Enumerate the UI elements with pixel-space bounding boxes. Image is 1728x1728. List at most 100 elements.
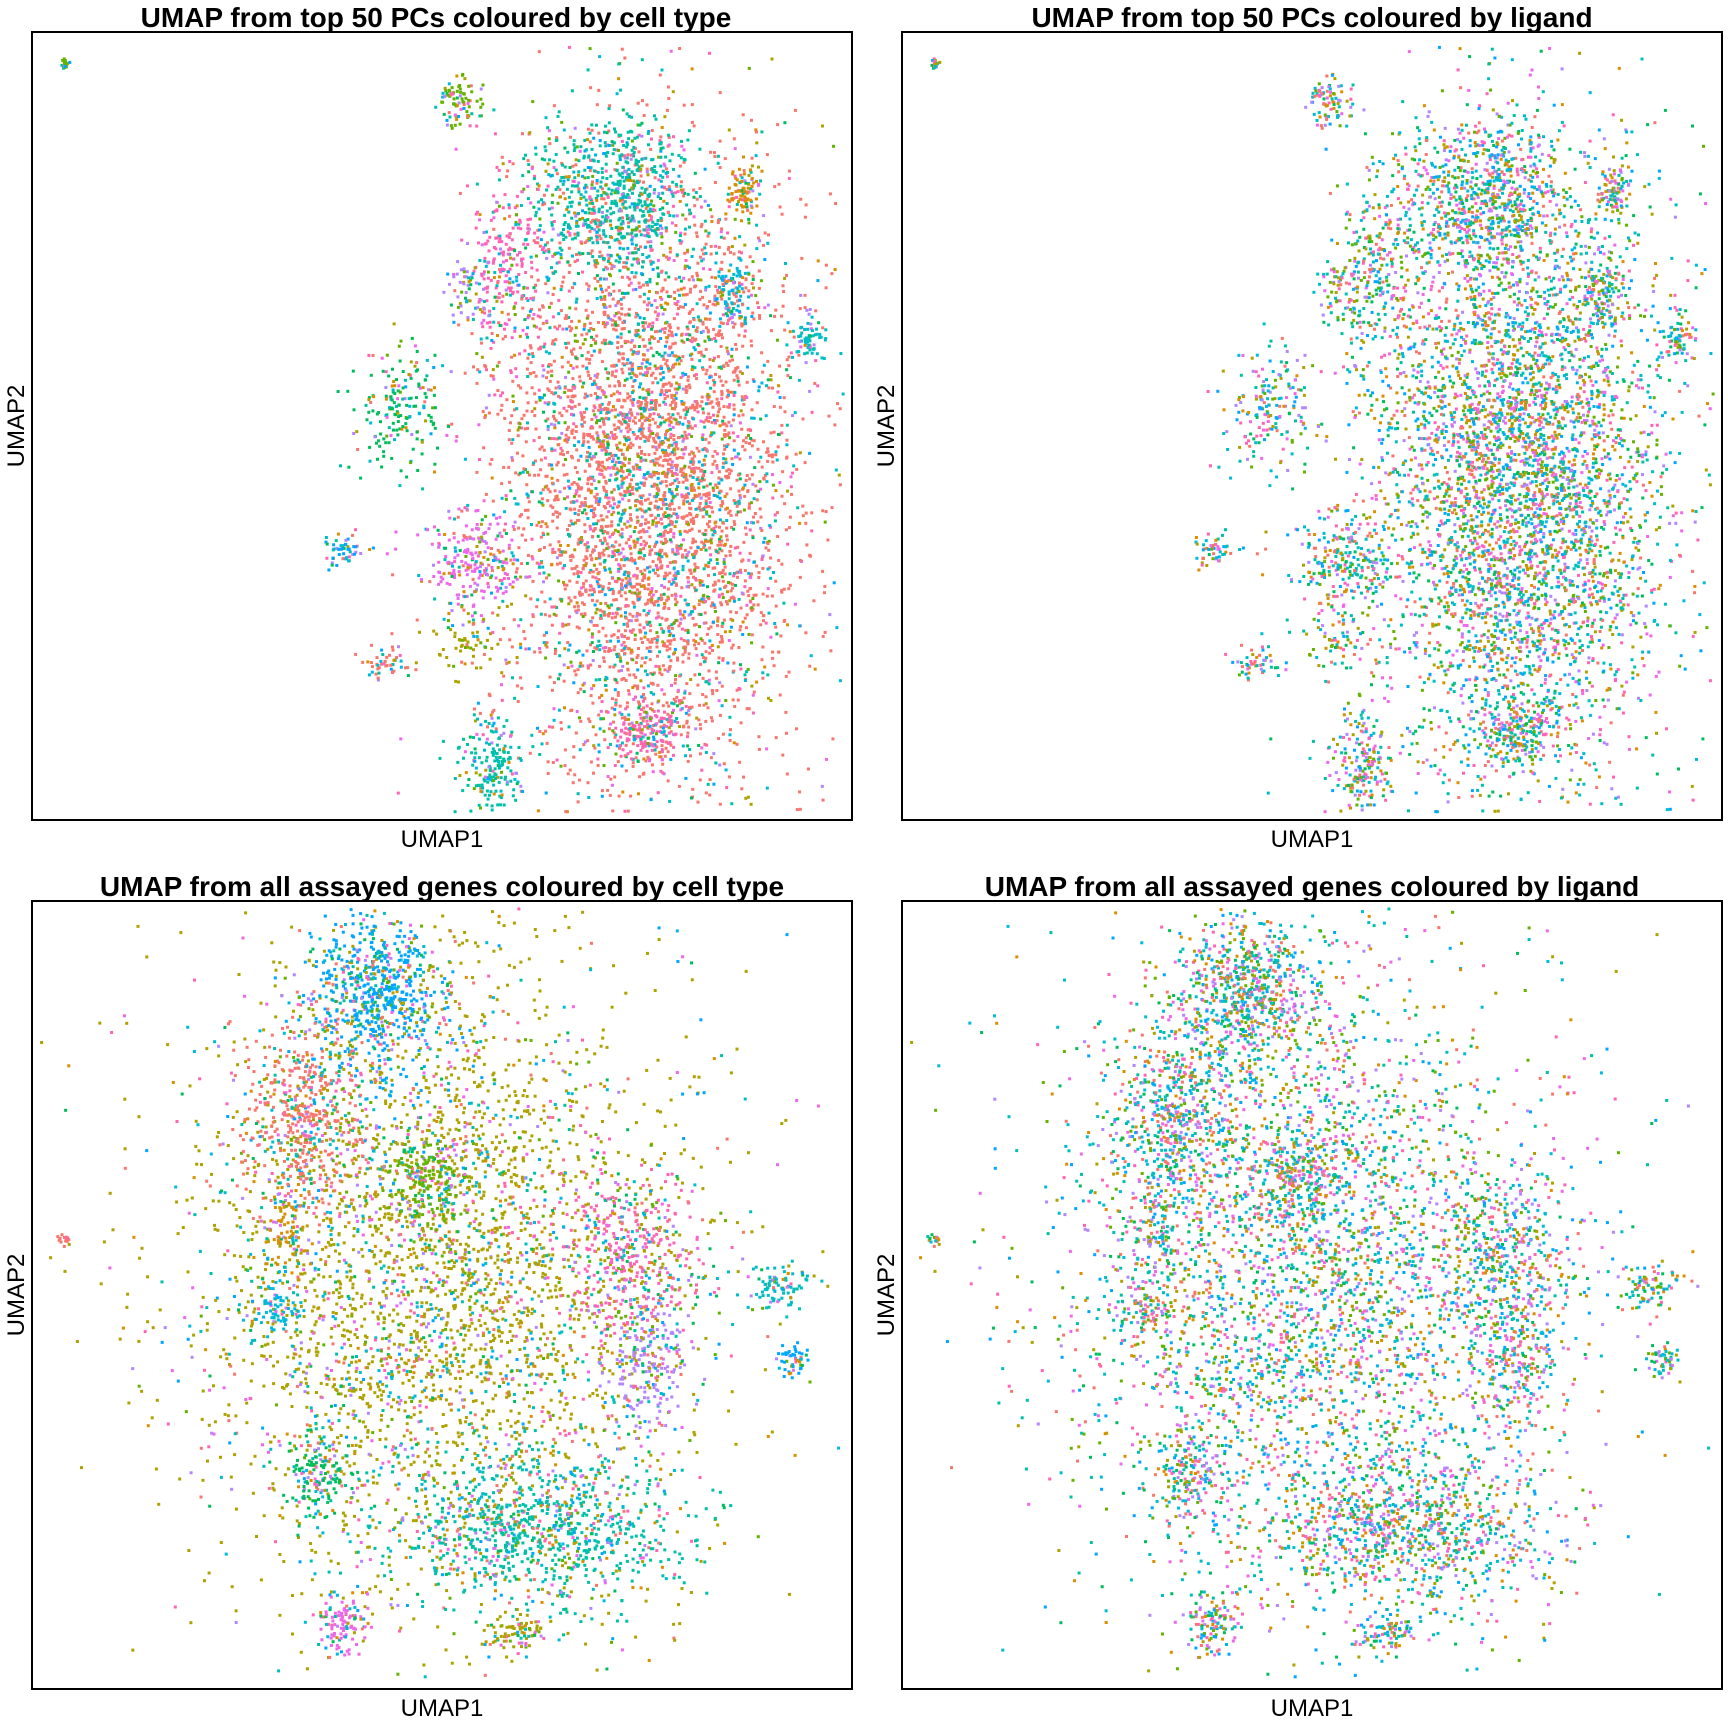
cell-point (595, 648, 598, 651)
cell-point (799, 451, 802, 454)
cell-point (643, 345, 646, 348)
cell-point (521, 307, 524, 310)
cell-point (546, 525, 549, 528)
cell-point (613, 148, 616, 151)
cell-point (536, 598, 539, 601)
cell-point (568, 487, 571, 490)
cell-point (603, 561, 606, 564)
cell-point (600, 694, 603, 697)
cell-point (799, 294, 802, 297)
cell-point (579, 665, 582, 668)
cell-point (527, 159, 530, 162)
cell-point (638, 775, 641, 778)
cell-point (733, 413, 736, 416)
cell-point (666, 565, 669, 568)
cell-point (693, 215, 696, 218)
cell-point (646, 367, 649, 370)
cell-point (821, 125, 824, 128)
cell-point (682, 453, 685, 456)
cell-point (739, 668, 742, 671)
cell-point (784, 711, 787, 714)
cell-point (708, 639, 711, 642)
cell-point (751, 157, 754, 160)
cell-point (652, 354, 655, 357)
cell-point (666, 429, 669, 432)
cell-point (608, 467, 611, 470)
cell-point (623, 327, 626, 330)
cell-point (662, 630, 665, 633)
cell-point (621, 665, 624, 668)
cell-point (696, 262, 699, 265)
cell-point (804, 522, 807, 525)
cell-point (591, 599, 594, 602)
cell-point (669, 428, 672, 431)
cell-point (696, 326, 699, 329)
cell-point (541, 446, 544, 449)
cell-point (767, 542, 770, 545)
cell-point (692, 556, 695, 559)
cell-point (685, 712, 688, 715)
cell-point (603, 730, 606, 733)
cell-point (509, 421, 512, 424)
cell-point (559, 544, 562, 547)
cell-point (668, 647, 671, 650)
cell-point (625, 427, 628, 430)
cell-point (611, 434, 614, 437)
cell-point (682, 499, 685, 502)
cell-point (567, 371, 570, 374)
cell-point (505, 494, 508, 497)
cell-point (535, 211, 538, 214)
cell-point (647, 599, 650, 602)
cell-point (604, 395, 607, 398)
cell-point (565, 584, 568, 587)
cell-point (594, 611, 597, 614)
cell-point (586, 482, 589, 485)
cell-point (610, 513, 613, 516)
cell-point (599, 602, 602, 605)
cell-point (560, 288, 563, 291)
cell-point (585, 408, 588, 411)
cell-point (821, 509, 824, 512)
cell-point (716, 562, 719, 565)
cell-point (538, 50, 541, 53)
cell-point (644, 371, 647, 374)
cell-point (770, 378, 773, 381)
cell-point (616, 655, 619, 658)
cell-point (620, 303, 623, 306)
cell-point (615, 753, 618, 756)
cell-point (773, 622, 776, 625)
cell-point (670, 383, 673, 386)
cell-point (674, 224, 677, 227)
cell-point (712, 463, 715, 466)
cell-point (573, 180, 576, 183)
cell-point (526, 562, 529, 565)
cell-point (679, 622, 682, 625)
cell-point (605, 677, 608, 680)
cell-point (669, 643, 672, 646)
cell-point (748, 442, 751, 445)
cell-point (682, 448, 685, 451)
cell-point (786, 543, 789, 546)
cell-point (717, 579, 720, 582)
cell-point (550, 391, 553, 394)
cell-point (708, 547, 711, 550)
cell-point (639, 536, 642, 539)
cell-point (620, 345, 623, 348)
cell-point (644, 499, 647, 502)
cell-point (664, 668, 667, 671)
cell-point (667, 413, 670, 416)
cell-point (619, 158, 622, 161)
cell-point (600, 514, 603, 517)
cell-point (671, 222, 674, 225)
cell-point (578, 403, 581, 406)
cell-point (682, 481, 685, 484)
cell-point (599, 411, 602, 414)
cell-point (654, 299, 657, 302)
cell-point (661, 758, 664, 761)
cell-point (570, 661, 573, 664)
cell-point (628, 278, 631, 281)
cell-point (614, 131, 617, 134)
cell-point (701, 448, 704, 451)
cell-point (594, 277, 597, 280)
cell-point (580, 333, 583, 336)
